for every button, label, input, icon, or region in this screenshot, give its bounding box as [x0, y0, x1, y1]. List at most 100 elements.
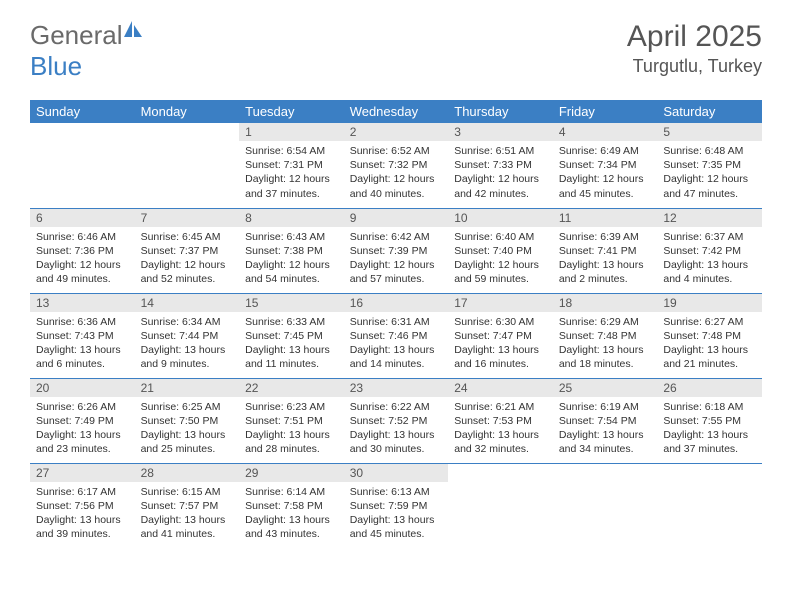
calendar-body: 1Sunrise: 6:54 AMSunset: 7:31 PMDaylight… [30, 123, 762, 548]
day-details: Sunrise: 6:52 AMSunset: 7:32 PMDaylight:… [344, 141, 449, 205]
day-details: Sunrise: 6:14 AMSunset: 7:58 PMDaylight:… [239, 482, 344, 546]
calendar-cell: 16Sunrise: 6:31 AMSunset: 7:46 PMDayligh… [344, 293, 449, 378]
calendar-cell: 25Sunrise: 6:19 AMSunset: 7:54 PMDayligh… [553, 378, 658, 463]
day-number: 15 [239, 294, 344, 312]
day-details: Sunrise: 6:37 AMSunset: 7:42 PMDaylight:… [657, 227, 762, 291]
header: General Blue April 2025 Turgutlu, Turkey [30, 20, 762, 82]
day-details: Sunrise: 6:36 AMSunset: 7:43 PMDaylight:… [30, 312, 135, 376]
calendar-cell-empty [553, 463, 658, 548]
day-number: 1 [239, 123, 344, 141]
calendar-cell: 22Sunrise: 6:23 AMSunset: 7:51 PMDayligh… [239, 378, 344, 463]
day-number: 24 [448, 379, 553, 397]
calendar-cell-empty [448, 463, 553, 548]
day-number: 13 [30, 294, 135, 312]
day-number: 29 [239, 464, 344, 482]
calendar-table: SundayMondayTuesdayWednesdayThursdayFrid… [30, 100, 762, 548]
day-details: Sunrise: 6:27 AMSunset: 7:48 PMDaylight:… [657, 312, 762, 376]
day-number: 20 [30, 379, 135, 397]
calendar-cell: 23Sunrise: 6:22 AMSunset: 7:52 PMDayligh… [344, 378, 449, 463]
calendar-row: 27Sunrise: 6:17 AMSunset: 7:56 PMDayligh… [30, 463, 762, 548]
calendar-cell: 10Sunrise: 6:40 AMSunset: 7:40 PMDayligh… [448, 208, 553, 293]
calendar-cell: 4Sunrise: 6:49 AMSunset: 7:34 PMDaylight… [553, 123, 658, 208]
day-number: 30 [344, 464, 449, 482]
day-number: 28 [135, 464, 240, 482]
day-number: 26 [657, 379, 762, 397]
day-details: Sunrise: 6:26 AMSunset: 7:49 PMDaylight:… [30, 397, 135, 461]
calendar-cell: 2Sunrise: 6:52 AMSunset: 7:32 PMDaylight… [344, 123, 449, 208]
weekday-header: Wednesday [344, 100, 449, 123]
logo-word-general: General [30, 20, 123, 50]
day-number: 10 [448, 209, 553, 227]
day-number: 8 [239, 209, 344, 227]
day-details: Sunrise: 6:48 AMSunset: 7:35 PMDaylight:… [657, 141, 762, 205]
day-number: 17 [448, 294, 553, 312]
day-details: Sunrise: 6:29 AMSunset: 7:48 PMDaylight:… [553, 312, 658, 376]
day-number: 12 [657, 209, 762, 227]
day-number: 27 [30, 464, 135, 482]
day-details: Sunrise: 6:45 AMSunset: 7:37 PMDaylight:… [135, 227, 240, 291]
month-title: April 2025 [627, 20, 762, 54]
day-details: Sunrise: 6:43 AMSunset: 7:38 PMDaylight:… [239, 227, 344, 291]
location: Turgutlu, Turkey [627, 56, 762, 77]
calendar-cell: 1Sunrise: 6:54 AMSunset: 7:31 PMDaylight… [239, 123, 344, 208]
calendar-cell-empty [657, 463, 762, 548]
day-number: 19 [657, 294, 762, 312]
calendar-cell: 21Sunrise: 6:25 AMSunset: 7:50 PMDayligh… [135, 378, 240, 463]
calendar-cell: 13Sunrise: 6:36 AMSunset: 7:43 PMDayligh… [30, 293, 135, 378]
day-details: Sunrise: 6:15 AMSunset: 7:57 PMDaylight:… [135, 482, 240, 546]
day-number: 16 [344, 294, 449, 312]
logo-word-blue: Blue [30, 51, 82, 81]
day-number: 18 [553, 294, 658, 312]
calendar-cell: 30Sunrise: 6:13 AMSunset: 7:59 PMDayligh… [344, 463, 449, 548]
day-number: 4 [553, 123, 658, 141]
day-number: 11 [553, 209, 658, 227]
day-details: Sunrise: 6:39 AMSunset: 7:41 PMDaylight:… [553, 227, 658, 291]
day-number: 2 [344, 123, 449, 141]
day-details: Sunrise: 6:30 AMSunset: 7:47 PMDaylight:… [448, 312, 553, 376]
day-number: 25 [553, 379, 658, 397]
logo: General Blue [30, 20, 143, 82]
day-details: Sunrise: 6:54 AMSunset: 7:31 PMDaylight:… [239, 141, 344, 205]
calendar-cell: 14Sunrise: 6:34 AMSunset: 7:44 PMDayligh… [135, 293, 240, 378]
day-number: 9 [344, 209, 449, 227]
calendar-cell: 20Sunrise: 6:26 AMSunset: 7:49 PMDayligh… [30, 378, 135, 463]
calendar-cell: 29Sunrise: 6:14 AMSunset: 7:58 PMDayligh… [239, 463, 344, 548]
calendar-head: SundayMondayTuesdayWednesdayThursdayFrid… [30, 100, 762, 123]
day-details: Sunrise: 6:19 AMSunset: 7:54 PMDaylight:… [553, 397, 658, 461]
day-details: Sunrise: 6:40 AMSunset: 7:40 PMDaylight:… [448, 227, 553, 291]
day-number: 6 [30, 209, 135, 227]
calendar-cell: 6Sunrise: 6:46 AMSunset: 7:36 PMDaylight… [30, 208, 135, 293]
calendar-cell: 24Sunrise: 6:21 AMSunset: 7:53 PMDayligh… [448, 378, 553, 463]
calendar-cell-empty [30, 123, 135, 208]
calendar-cell: 9Sunrise: 6:42 AMSunset: 7:39 PMDaylight… [344, 208, 449, 293]
day-details: Sunrise: 6:21 AMSunset: 7:53 PMDaylight:… [448, 397, 553, 461]
calendar-cell: 11Sunrise: 6:39 AMSunset: 7:41 PMDayligh… [553, 208, 658, 293]
day-details: Sunrise: 6:23 AMSunset: 7:51 PMDaylight:… [239, 397, 344, 461]
day-details: Sunrise: 6:33 AMSunset: 7:45 PMDaylight:… [239, 312, 344, 376]
calendar-cell: 28Sunrise: 6:15 AMSunset: 7:57 PMDayligh… [135, 463, 240, 548]
weekday-header: Monday [135, 100, 240, 123]
title-block: April 2025 Turgutlu, Turkey [627, 20, 762, 77]
day-details: Sunrise: 6:31 AMSunset: 7:46 PMDaylight:… [344, 312, 449, 376]
calendar-cell: 17Sunrise: 6:30 AMSunset: 7:47 PMDayligh… [448, 293, 553, 378]
calendar-cell: 8Sunrise: 6:43 AMSunset: 7:38 PMDaylight… [239, 208, 344, 293]
day-details: Sunrise: 6:13 AMSunset: 7:59 PMDaylight:… [344, 482, 449, 546]
calendar-cell: 19Sunrise: 6:27 AMSunset: 7:48 PMDayligh… [657, 293, 762, 378]
day-details: Sunrise: 6:17 AMSunset: 7:56 PMDaylight:… [30, 482, 135, 546]
calendar-cell: 7Sunrise: 6:45 AMSunset: 7:37 PMDaylight… [135, 208, 240, 293]
day-number: 21 [135, 379, 240, 397]
calendar-row: 1Sunrise: 6:54 AMSunset: 7:31 PMDaylight… [30, 123, 762, 208]
weekday-header: Sunday [30, 100, 135, 123]
day-number: 22 [239, 379, 344, 397]
day-number: 5 [657, 123, 762, 141]
day-number: 23 [344, 379, 449, 397]
weekday-header: Friday [553, 100, 658, 123]
day-details: Sunrise: 6:18 AMSunset: 7:55 PMDaylight:… [657, 397, 762, 461]
calendar-cell: 3Sunrise: 6:51 AMSunset: 7:33 PMDaylight… [448, 123, 553, 208]
day-details: Sunrise: 6:25 AMSunset: 7:50 PMDaylight:… [135, 397, 240, 461]
weekday-row: SundayMondayTuesdayWednesdayThursdayFrid… [30, 100, 762, 123]
weekday-header: Thursday [448, 100, 553, 123]
day-details: Sunrise: 6:22 AMSunset: 7:52 PMDaylight:… [344, 397, 449, 461]
calendar-row: 20Sunrise: 6:26 AMSunset: 7:49 PMDayligh… [30, 378, 762, 463]
calendar-cell: 15Sunrise: 6:33 AMSunset: 7:45 PMDayligh… [239, 293, 344, 378]
